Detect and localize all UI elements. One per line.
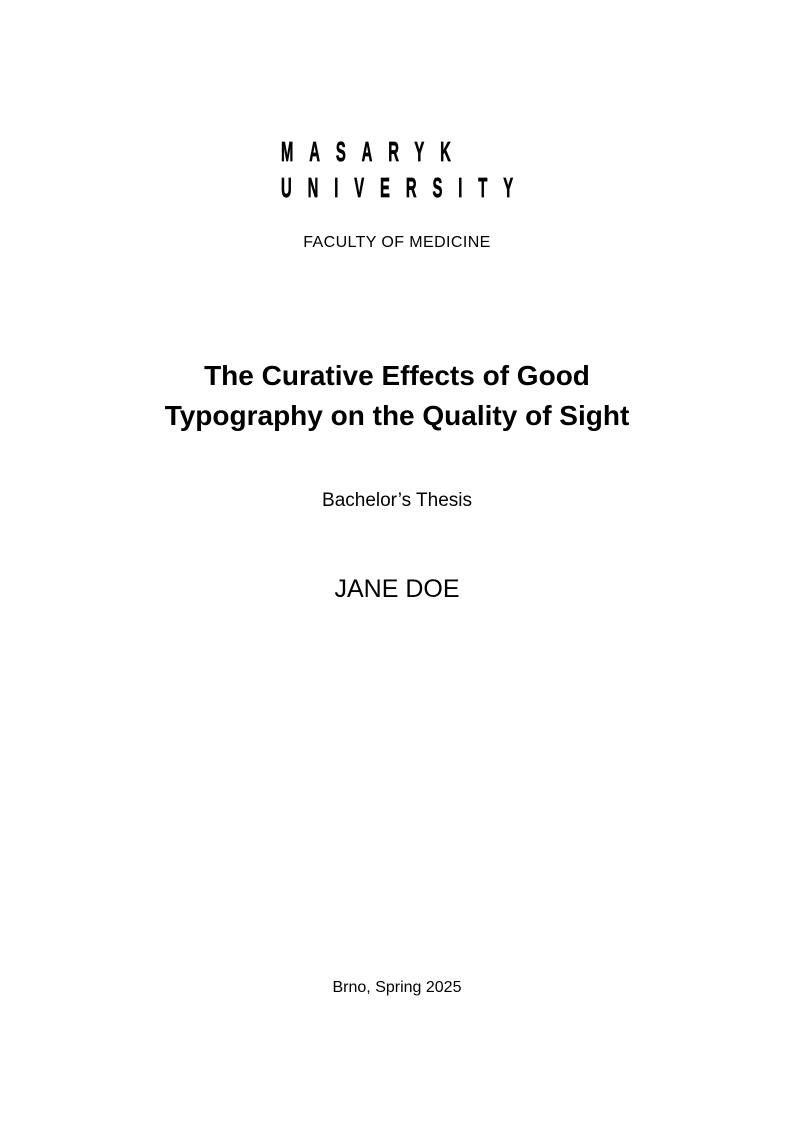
faculty-name: FACULTY OF MEDICINE xyxy=(303,234,491,251)
thesis-title-line-2: Typography on the Quality of Sight xyxy=(164,400,630,431)
university-logotype: MASARYK UNIVERSITY xyxy=(281,134,529,206)
logo-line-university: UNIVERSITY xyxy=(280,172,530,204)
thesis-type-label: Bachelor’s Thesis xyxy=(322,490,472,511)
author-name: JANE DOE xyxy=(334,575,460,603)
thesis-title-line-1: The Curative Effects of Good xyxy=(204,360,590,391)
university-logo: MASARYK UNIVERSITY xyxy=(0,134,794,206)
thesis-title: The Curative Effects of Good Typography … xyxy=(0,356,794,436)
place-and-date: Brno, Spring 2025 xyxy=(332,979,462,996)
logo-line-masaryk: MASARYK xyxy=(280,136,467,168)
